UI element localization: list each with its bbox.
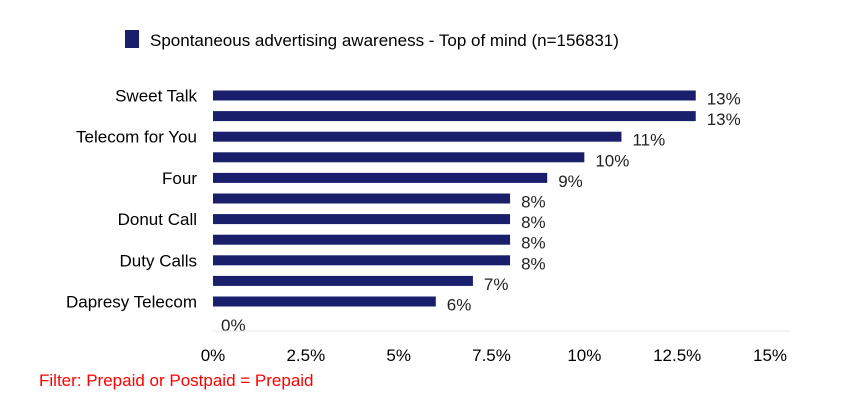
value-label: 7% <box>484 275 509 294</box>
category-label: Four <box>162 169 197 188</box>
bar <box>213 193 511 204</box>
bar <box>213 111 696 122</box>
value-label: 0% <box>221 316 246 335</box>
bar <box>213 152 585 163</box>
legend: Spontaneous advertising awareness - Top … <box>125 30 619 50</box>
bar <box>213 234 511 245</box>
bar <box>213 255 511 266</box>
category-label: Donut Call <box>118 210 197 229</box>
category-label: Dapresy Telecom <box>66 293 197 312</box>
value-label: 13% <box>707 90 741 109</box>
value-labels-group: 13%13%11%10%9%8%8%8%8%7%6%0% <box>221 90 741 336</box>
filter-note: Filter: Prepaid or Postpaid = Prepaid <box>39 371 314 390</box>
x-tick-label: 0% <box>201 346 226 365</box>
value-label: 9% <box>558 172 583 191</box>
category-label: Duty Calls <box>120 251 197 270</box>
value-label: 13% <box>707 110 741 129</box>
category-label: Telecom for You <box>76 128 197 147</box>
category-label: Sweet Talk <box>115 87 197 106</box>
bar <box>213 275 473 286</box>
value-label: 8% <box>521 193 546 212</box>
legend-label: Spontaneous advertising awareness - Top … <box>150 31 619 50</box>
legend-swatch <box>125 30 139 48</box>
value-label: 8% <box>521 254 546 273</box>
value-label: 8% <box>521 213 546 232</box>
x-tick-label: 10% <box>567 346 601 365</box>
x-tick-labels-group: 0% 2.5% 5% 7.5% 10% 12.5% 15% <box>201 346 787 365</box>
bar <box>213 131 622 142</box>
x-tick-label: 15% <box>753 346 787 365</box>
bar <box>213 214 511 225</box>
bar <box>213 172 548 183</box>
category-labels-group: Sweet Talk Telecom for You Four Donut Call D… <box>66 87 198 312</box>
x-tick-label: 12.5% <box>653 346 701 365</box>
bar <box>213 296 436 307</box>
x-tick-label: 7.5% <box>472 346 511 365</box>
x-tick-label: 5% <box>386 346 411 365</box>
value-label: 6% <box>447 296 472 315</box>
value-label: 8% <box>521 234 546 253</box>
bar <box>213 90 696 101</box>
bars-group <box>213 90 696 307</box>
x-tick-label: 2.5% <box>286 346 325 365</box>
value-label: 11% <box>632 131 665 150</box>
value-label: 10% <box>595 151 629 170</box>
